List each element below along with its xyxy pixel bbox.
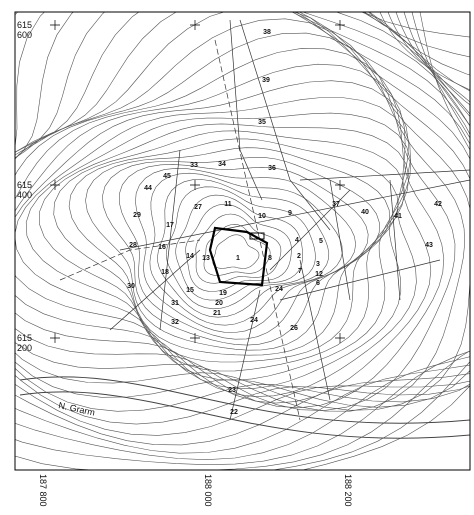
- parcel-number: 4: [295, 237, 299, 244]
- parcel-number: 23: [228, 387, 236, 394]
- contour-line: [39, 123, 410, 372]
- parcel-number: 3: [316, 261, 320, 268]
- parcel-number: 42: [434, 201, 442, 208]
- axis-label: 187 800: [38, 474, 48, 507]
- parcel-number: 14: [186, 253, 194, 260]
- parcel-number: 43: [425, 242, 433, 249]
- contour-line: [149, 172, 343, 326]
- parcel-number: 40: [361, 209, 369, 216]
- grid-crosses: [50, 20, 345, 343]
- contour-line: [15, 97, 411, 389]
- contour-line: [102, 156, 380, 346]
- parcel-number: 39: [262, 77, 270, 84]
- parcel-number: 22: [230, 409, 238, 416]
- parcel-number: 24: [275, 286, 283, 293]
- parcel-number: 31: [171, 300, 179, 307]
- boundaries: [19, 19, 470, 439]
- contour-line: [212, 234, 260, 269]
- contour-line: [395, 12, 470, 115]
- parcel-number: 33: [190, 162, 198, 169]
- contour-line: [15, 12, 470, 446]
- parcel-number: 1: [236, 255, 240, 262]
- contour-line: [15, 12, 470, 470]
- parcel-number: 8: [268, 255, 272, 262]
- contour-line: [195, 213, 282, 284]
- contour-line: [53, 130, 405, 363]
- parcel-number: 36: [268, 165, 276, 172]
- contour-line: [15, 12, 470, 425]
- contour-line: [135, 167, 356, 333]
- parcel-number: 24: [250, 317, 258, 324]
- parcel-number: 19: [219, 290, 227, 297]
- parcel-number: 30: [127, 283, 135, 290]
- parcel-number: 17: [166, 222, 174, 229]
- contour-line: [25, 112, 411, 381]
- parcel-number: 13: [202, 255, 210, 262]
- contour-line: [68, 138, 399, 356]
- contour-line: [119, 164, 369, 340]
- parcel-number: 37: [332, 201, 340, 208]
- parcel-number: 38: [263, 29, 271, 36]
- parcel-number: 7: [298, 268, 302, 275]
- axis-label: 615: [17, 180, 32, 190]
- contour-line: [15, 48, 445, 409]
- parcel-number: 15: [186, 287, 194, 294]
- contour-line: [15, 12, 470, 412]
- frame: [14, 11, 471, 471]
- axis-label: 600: [17, 30, 32, 40]
- parcel-number: 6: [316, 280, 320, 287]
- parcel-number: 21: [213, 310, 221, 317]
- contour-line: [15, 18, 466, 412]
- contour-line: [419, 12, 470, 151]
- parcel-number: 11: [224, 201, 232, 208]
- contour-line: [403, 12, 470, 127]
- parcel-number: 41: [394, 213, 402, 220]
- parcel-number: 10: [258, 213, 266, 220]
- contour-line: [85, 147, 390, 351]
- parcel-number: 5: [319, 238, 323, 245]
- parcel-number: 20: [215, 300, 223, 307]
- axis-label: 615: [17, 20, 32, 30]
- parcel-number: 35: [258, 119, 266, 126]
- parcel-number: 16: [158, 244, 166, 251]
- parcel-number: 18: [161, 269, 169, 276]
- contour-line: [157, 179, 330, 318]
- contour-line: [411, 12, 470, 139]
- contour-line: [166, 186, 316, 310]
- contour-line: [15, 63, 432, 404]
- parcel-number: 28: [129, 242, 137, 249]
- parcel-number: 26: [290, 325, 298, 332]
- parcel-number: 9: [288, 210, 292, 217]
- axis-label: 400: [17, 190, 32, 200]
- parcel-number: 12: [315, 271, 323, 278]
- parcel-number: 27: [194, 204, 202, 211]
- axis-label: 188 200: [343, 474, 353, 507]
- axis-label: 188 000: [203, 474, 213, 507]
- contour-line: [15, 12, 470, 454]
- parcel-number: 44: [144, 185, 152, 192]
- contour-line: [271, 12, 470, 470]
- parcel-number: 34: [218, 161, 226, 168]
- contour-line: [387, 12, 470, 103]
- axis-label: 615: [17, 333, 32, 343]
- contour-line: [15, 12, 470, 408]
- parcel-number: 29: [133, 212, 141, 219]
- parcel-number: 32: [171, 319, 179, 326]
- axis-label: 200: [17, 343, 32, 353]
- parcel-number: 45: [163, 173, 171, 180]
- contour-line: [15, 32, 456, 411]
- parcel-number: 2: [297, 253, 301, 260]
- contour-line: [15, 80, 417, 397]
